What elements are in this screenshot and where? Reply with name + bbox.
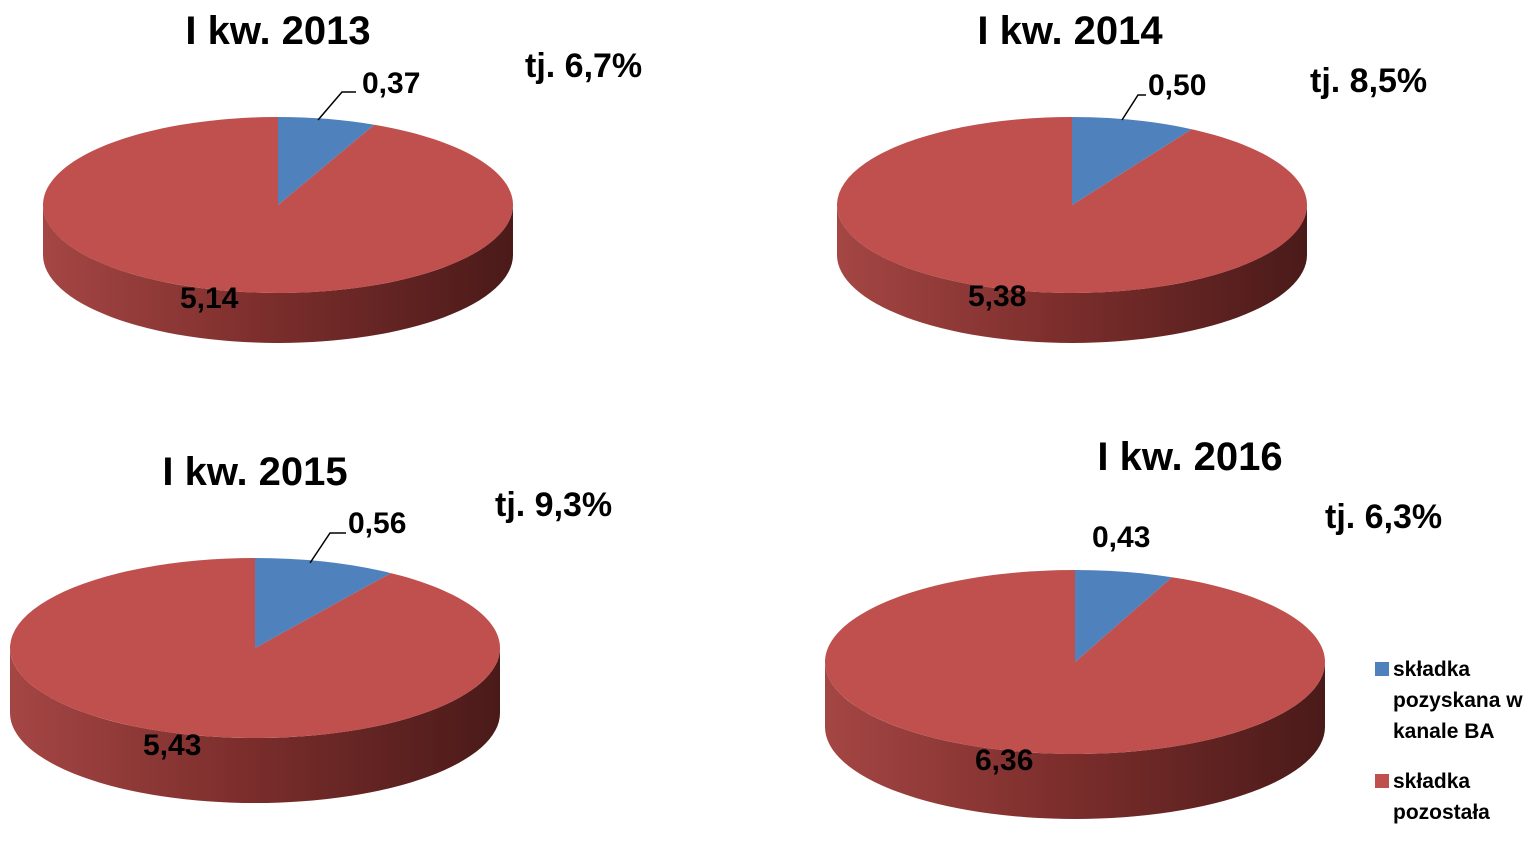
share-text-2015: tj. 9,3% [495,486,612,524]
legend-swatch-other [1375,774,1389,788]
leader-line-2015 [309,532,346,564]
pie-side-2013 [43,205,513,343]
legend-label-other: składka pozostała [1393,770,1490,824]
pie-chart-2016: I kw. 2016 tj. 6,3% 0,43 6,36 [825,435,1442,819]
data-label-ba-2016: 0,43 [1092,521,1150,554]
data-label-other-2015: 5,43 [143,729,201,762]
chart-title-2015: I kw. 2015 [162,450,347,494]
share-text-2013: tj. 6,7% [525,47,642,85]
slice-other-2014 [836,117,1307,294]
legend-label-other-line1: składka [1393,770,1470,793]
chart-title-2013: I kw. 2013 [185,9,370,53]
data-label-other-2013: 5,14 [180,282,239,315]
share-text-2014: tj. 8,5% [1310,62,1427,100]
slice-ba-2013 [278,117,375,205]
pie-side-2014 [837,205,1307,343]
data-label-ba-2013: 0,37 [362,67,420,100]
slice-ba-2015 [255,558,391,648]
legend-label-ba-line1: składka [1393,658,1470,681]
legend-label-ba-line2: pozyskana w [1393,689,1523,712]
legend-swatch-ba [1375,662,1389,676]
pie-chart-2015: I kw. 2015 tj. 9,3% 0,56 5,43 [10,450,612,803]
slice-other-2013 [43,117,514,293]
leader-line-2014 [1121,94,1146,121]
slice-ba-2016 [1075,570,1172,662]
share-text-2016: tj. 6,3% [1325,498,1442,536]
pie-side-2016 [825,662,1325,819]
chart-title-2014: I kw. 2014 [977,9,1163,53]
slice-other-2015 [10,558,501,739]
pie-chart-2014: I kw. 2014 tj. 8,5% 0,50 5,38 [836,9,1427,343]
pie-side-2015 [10,648,500,803]
data-label-other-2014: 5,38 [968,280,1026,313]
legend: składka pozyskana w kanale BA składka po… [1375,658,1528,824]
chart-title-2016: I kw. 2016 [1097,435,1282,479]
data-label-ba-2015: 0,56 [348,507,406,540]
data-label-other-2016: 6,36 [975,744,1033,777]
legend-label-ba-line3: kanale BA [1393,720,1495,743]
legend-label-other-line2: pozostała [1393,801,1490,824]
data-label-ba-2014: 0,50 [1148,69,1206,102]
slice-ba-2014 [1072,117,1192,205]
leader-line-2013 [317,91,356,121]
pie-chart-2013: I kw. 2013 tj. 6,7% 0,37 5,14 [43,9,642,343]
legend-label-ba: składka pozyskana w kanale BA [1393,658,1528,743]
